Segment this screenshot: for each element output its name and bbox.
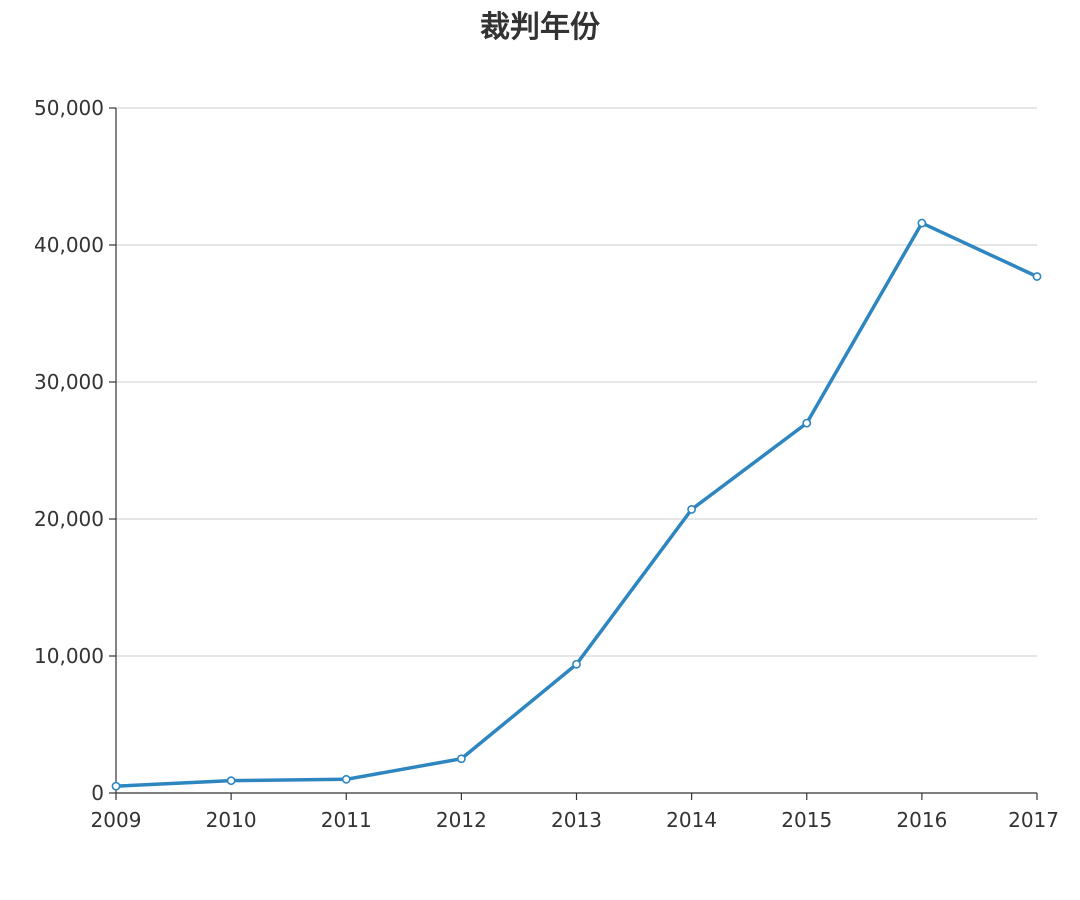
y-tick-label: 30,000	[34, 370, 104, 394]
data-point	[802, 418, 812, 428]
series-line	[114, 221, 1039, 788]
data-point	[226, 776, 236, 786]
x-tick-label: 2011	[321, 808, 372, 832]
x-tick-label: 2010	[206, 808, 257, 832]
data-point	[572, 659, 581, 669]
x-tick-label: 2013	[551, 808, 602, 832]
series	[111, 218, 1042, 791]
data-point	[1032, 272, 1042, 281]
y-tick-label: 20,000	[34, 507, 104, 531]
data-point	[687, 505, 697, 514]
x-tick-label: 2015	[781, 808, 832, 832]
x-tick-label: 2009	[91, 808, 142, 832]
data-point	[917, 218, 927, 228]
y-tick-label: 0	[91, 781, 104, 805]
data-point	[456, 754, 466, 764]
grid-lines	[116, 107, 1037, 657]
y-tick-label: 10,000	[34, 644, 104, 668]
x-tick-label: 2016	[896, 808, 947, 832]
x-tick-label: 2017	[1008, 808, 1059, 832]
y-tick-label: 40,000	[34, 233, 104, 257]
x-tick-label: 2012	[436, 808, 487, 832]
data-point	[111, 781, 121, 791]
axes: 0 10,000 20,000 30,000 40,000 50,000 2009 2010 2…	[34, 96, 1059, 832]
x-tick-label: 2014	[666, 808, 717, 832]
y-tick-label: 50,000	[34, 96, 104, 120]
data-point	[341, 774, 351, 784]
chart-title: 裁判年份	[480, 10, 600, 45]
